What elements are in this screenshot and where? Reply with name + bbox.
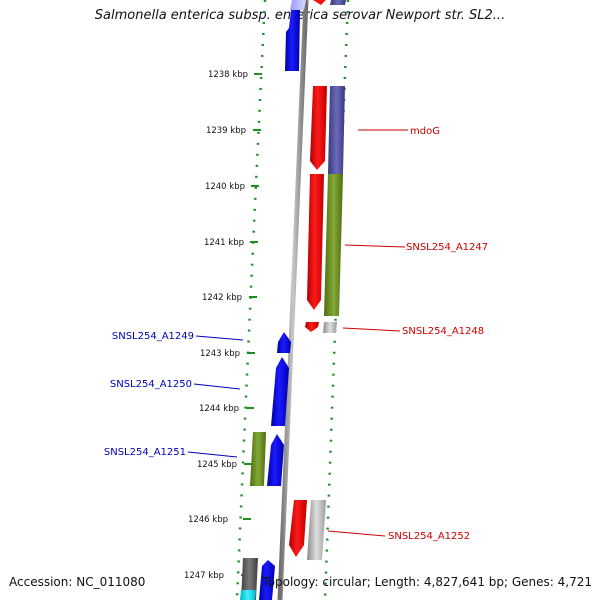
kbp-label-1245: 1245 kbp (197, 460, 237, 470)
kbp-label-1238: 1238 kbp (208, 70, 248, 80)
gene-label-snsl254-a1247[interactable]: SNSL254_A1247 (406, 242, 488, 253)
genome-backbone (277, 0, 309, 600)
kbp-label-1239: 1239 kbp (206, 126, 246, 136)
gene-snsl254-a1250[interactable] (271, 357, 289, 426)
gene-snsl254-a1252[interactable] (289, 500, 307, 557)
kbp-label-1246: 1246 kbp (188, 515, 228, 525)
gene-snsl254-a1251[interactable] (267, 434, 284, 486)
gene-label-snsl254-a1250[interactable]: SNSL254_A1250 (110, 379, 192, 390)
gene-label-mdog[interactable]: mdoG (410, 126, 440, 137)
gene-label-snsl254-a1249[interactable]: SNSL254_A1249 (112, 331, 194, 342)
gene-feature-top-light[interactable] (290, 0, 306, 10)
gene-feature-top-navy[interactable] (330, 0, 346, 5)
gene-label-connectors (187, 129, 408, 537)
gene-label-snsl254-a1248[interactable]: SNSL254_A1248 (402, 326, 484, 337)
gene-snsl254-a1247[interactable] (307, 174, 324, 310)
gene-label-snsl254-a1251[interactable]: SNSL254_A1251 (104, 447, 186, 458)
gene-feature-cyan[interactable] (240, 590, 256, 600)
kbp-labels: 1238 kbp 1239 kbp 1240 kbp 1241 kbp 1242… (184, 70, 248, 581)
gene-snsl254-a1249[interactable] (277, 332, 291, 353)
gene-feature-navy[interactable] (328, 86, 345, 174)
gene-label-snsl254-a1252[interactable]: SNSL254_A1252 (388, 531, 470, 542)
gene-feature-gray[interactable] (307, 500, 326, 560)
reverse-strand-genes (289, 0, 346, 560)
gene-feature-gray-small[interactable] (323, 322, 337, 333)
gene-feature-dark[interactable] (241, 558, 258, 600)
organism-title: Salmonella enterica subsp. enterica sero… (94, 8, 506, 23)
gene-feature-top-red[interactable] (313, 0, 326, 5)
forward-strand-genes (240, 0, 306, 600)
gene-labels: mdoG SNSL254_A1247 SNSL254_A1248 SNSL254… (104, 126, 488, 542)
kbp-label-1247: 1247 kbp (184, 571, 224, 581)
topology-text: Topology: circular; Length: 4,827,641 bp… (262, 575, 592, 589)
gene-snsl254-a1248[interactable] (305, 322, 319, 332)
gene-feature-bottom-blue[interactable] (259, 560, 275, 600)
gene-mdog[interactable] (310, 86, 327, 170)
gene-feature-top-blue[interactable] (285, 10, 300, 71)
gene-feature-green-reverse[interactable] (324, 174, 343, 316)
kbp-label-1241: 1241 kbp (204, 238, 244, 248)
accession-text: Accession: NC_011080 (9, 575, 146, 589)
kbp-label-1243: 1243 kbp (200, 349, 240, 359)
kbp-ticks (241, 73, 262, 576)
kbp-label-1244: 1244 kbp (199, 404, 239, 414)
gene-feature-green-forward[interactable] (250, 432, 266, 486)
kbp-label-1242: 1242 kbp (202, 293, 242, 303)
kbp-label-1240: 1240 kbp (205, 182, 245, 192)
